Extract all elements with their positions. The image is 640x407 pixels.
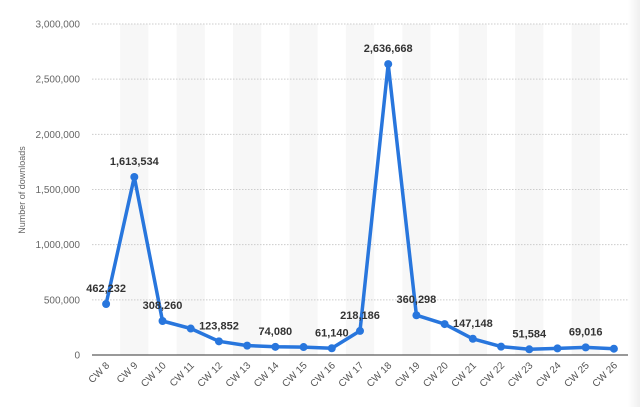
x-tick-label: CW 10 bbox=[139, 360, 169, 390]
data-point[interactable] bbox=[497, 342, 506, 351]
x-tick-label: CW 24 bbox=[534, 360, 564, 390]
data-point[interactable] bbox=[609, 344, 618, 353]
data-point[interactable] bbox=[214, 337, 223, 346]
x-tick-label: CW 12 bbox=[196, 360, 226, 390]
x-tick-label: CW 26 bbox=[591, 360, 621, 390]
y-tick-label: 1,000,000 bbox=[36, 240, 81, 251]
data-point[interactable] bbox=[525, 345, 534, 354]
data-point[interactable] bbox=[356, 326, 364, 335]
series-downloads bbox=[102, 60, 618, 354]
data-label: 123,852 bbox=[199, 320, 239, 332]
data-label: 69,016 bbox=[569, 326, 603, 338]
column-band bbox=[233, 24, 262, 355]
y-axis-ticks: 0 500,000 1,000,000 1,500,000 2,000,000 2,500… bbox=[36, 20, 81, 362]
x-tick-label: CW 23 bbox=[506, 360, 536, 390]
data-point[interactable] bbox=[299, 343, 308, 352]
data-point[interactable] bbox=[130, 172, 139, 181]
data-point[interactable] bbox=[158, 316, 167, 325]
gridlines bbox=[92, 23, 628, 301]
column-band bbox=[515, 24, 544, 355]
data-label: 1,613,534 bbox=[110, 156, 160, 168]
data-label: 462,232 bbox=[86, 283, 126, 295]
data-point[interactable] bbox=[102, 300, 111, 309]
data-label: 360,298 bbox=[397, 294, 437, 306]
data-label: 61,140 bbox=[315, 327, 349, 339]
x-tick-label: CW 21 bbox=[450, 360, 480, 390]
x-tick-label: CW 14 bbox=[252, 360, 282, 390]
data-label: 308,260 bbox=[143, 300, 183, 312]
data-point[interactable] bbox=[384, 60, 393, 69]
data-label: 74,080 bbox=[259, 326, 293, 338]
x-tick-label: CW 16 bbox=[309, 360, 339, 390]
y-tick-label: 2,000,000 bbox=[36, 130, 81, 141]
y-tick-label: 3,000,000 bbox=[36, 20, 81, 31]
data-label: 51,584 bbox=[512, 328, 547, 340]
data-point[interactable] bbox=[553, 344, 562, 353]
data-label: 218,186 bbox=[340, 310, 380, 322]
y-tick-label: 500,000 bbox=[44, 295, 81, 306]
y-tick-label: 0 bbox=[74, 351, 80, 362]
data-label: 147,148 bbox=[453, 318, 493, 330]
y-axis-label: Number of downloads bbox=[17, 146, 27, 234]
data-point[interactable] bbox=[186, 324, 195, 333]
y-tick-label: 1,500,000 bbox=[36, 185, 81, 196]
data-point[interactable] bbox=[581, 343, 590, 352]
x-tick-label: CW 19 bbox=[393, 360, 423, 390]
x-tick-label: CW 20 bbox=[421, 360, 451, 390]
x-tick-label: CW 15 bbox=[280, 360, 310, 390]
x-tick-label: CW 13 bbox=[224, 360, 254, 390]
x-tick-label: CW 8 bbox=[87, 360, 113, 386]
y-tick-label: 2,500,000 bbox=[36, 75, 81, 86]
x-tick-label: CW 17 bbox=[337, 360, 367, 390]
x-tick-label: CW 22 bbox=[478, 360, 508, 390]
data-point[interactable] bbox=[412, 311, 421, 320]
x-tick-label: CW 18 bbox=[365, 360, 395, 390]
data-point[interactable] bbox=[468, 334, 477, 343]
data-point[interactable] bbox=[327, 344, 336, 353]
x-tick-label: CW 25 bbox=[562, 360, 592, 390]
data-label: 2,636,668 bbox=[364, 43, 413, 55]
right-edge-shadow bbox=[628, 0, 640, 407]
data-point[interactable] bbox=[243, 341, 252, 350]
data-point[interactable] bbox=[271, 342, 280, 351]
data-point[interactable] bbox=[440, 320, 449, 329]
x-tick-label: CW 11 bbox=[168, 360, 197, 389]
data-labels: 462,232 1,613,534 308,260 123,852 74,080 61,1… bbox=[86, 43, 602, 340]
x-tick-label: CW 9 bbox=[115, 360, 141, 386]
